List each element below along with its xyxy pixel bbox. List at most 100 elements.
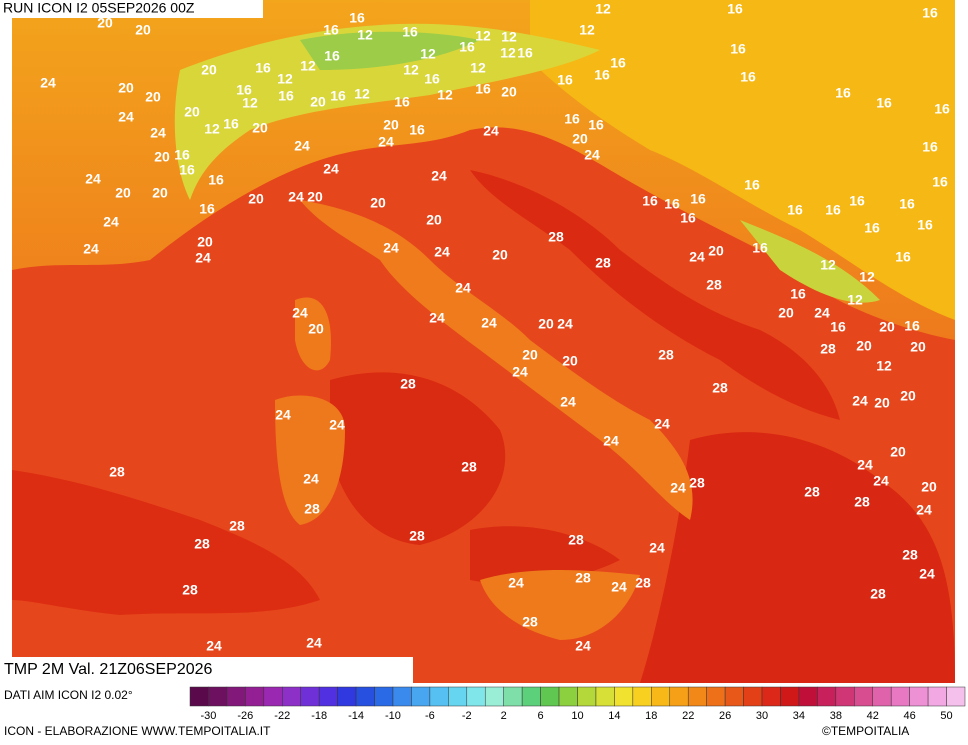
contour-label: 20 bbox=[118, 80, 134, 96]
contour-label: 12 bbox=[579, 22, 595, 38]
colorbar-swatch bbox=[318, 686, 338, 707]
colorbar-tick-label: 42 bbox=[867, 710, 879, 722]
contour-label: 24 bbox=[603, 433, 619, 449]
contour-label: 16 bbox=[904, 318, 920, 334]
contour-label: 20 bbox=[900, 388, 916, 404]
contour-label: 20 bbox=[890, 444, 906, 460]
colorbar-swatch bbox=[798, 686, 818, 707]
contour-label: 24 bbox=[303, 471, 319, 487]
contour-label: 24 bbox=[483, 123, 499, 139]
colorbar-tick-label: 26 bbox=[719, 710, 731, 722]
contour-label: 24 bbox=[306, 635, 322, 651]
contour-label: 16 bbox=[349, 10, 365, 26]
contour-label: 24 bbox=[323, 161, 339, 177]
contour-label: 24 bbox=[611, 579, 627, 595]
colorbar-swatch bbox=[761, 686, 781, 707]
colorbar-tick-label: -14 bbox=[348, 710, 364, 722]
contour-label: 12 bbox=[242, 95, 258, 111]
contour-label: 20 bbox=[135, 22, 151, 38]
contour-label: 20 bbox=[152, 185, 168, 201]
contour-label: 28 bbox=[229, 518, 245, 534]
contour-label: 20 bbox=[383, 117, 399, 133]
contour-label: 24 bbox=[873, 473, 889, 489]
colorbar-tick-label: 46 bbox=[904, 710, 916, 722]
colorbar-swatch bbox=[337, 686, 357, 707]
contour-label: 16 bbox=[588, 117, 604, 133]
colorbar-swatch bbox=[614, 686, 634, 707]
contour-label: 20 bbox=[252, 120, 268, 136]
contour-label: 16 bbox=[744, 177, 760, 193]
colorbar-swatch bbox=[466, 686, 486, 707]
colorbar-tick-label: -22 bbox=[274, 710, 290, 722]
contour-label: 20 bbox=[201, 62, 217, 78]
colorbar-swatch bbox=[540, 686, 560, 707]
contour-label: 24 bbox=[919, 566, 935, 582]
colorbar-swatch bbox=[411, 686, 431, 707]
contour-label: 12 bbox=[277, 71, 293, 87]
contour-label: 20 bbox=[426, 212, 442, 228]
contour-label: 16 bbox=[517, 45, 533, 61]
colorbar-swatch bbox=[503, 686, 523, 707]
contour-label: 16 bbox=[278, 88, 294, 104]
contour-label: 16 bbox=[199, 201, 215, 217]
contour-label: 16 bbox=[255, 60, 271, 76]
contour-label: 20 bbox=[197, 234, 213, 250]
contour-label: 24 bbox=[85, 171, 101, 187]
contour-label: 12 bbox=[595, 1, 611, 17]
colorbar-swatch bbox=[909, 686, 929, 707]
contour-label: 24 bbox=[575, 638, 591, 654]
contour-label: 24 bbox=[814, 305, 830, 321]
contour-label: 24 bbox=[916, 502, 932, 518]
contour-label: 16 bbox=[402, 24, 418, 40]
contour-label: 16 bbox=[690, 191, 706, 207]
contour-label: 16 bbox=[475, 81, 491, 97]
colorbar-swatch bbox=[577, 686, 597, 707]
colorbar-tick-label: 6 bbox=[538, 710, 544, 722]
contour-label: 20 bbox=[184, 104, 200, 120]
contour-label: 20 bbox=[154, 149, 170, 165]
contour-label: 16 bbox=[899, 196, 915, 212]
run-label: RUN ICON I2 05SEP2026 00Z bbox=[3, 0, 195, 16]
colorbar-swatch bbox=[946, 686, 966, 707]
contour-label: 28 bbox=[575, 570, 591, 586]
contour-label: 12 bbox=[437, 87, 453, 103]
colorbar: -30 -26 -22 -18 -14 -10 -6 -2 2 6 10 14 18 22 26 30 34 38… bbox=[189, 686, 966, 722]
colorbar-tick-label: 34 bbox=[793, 710, 805, 722]
contour-label: 28 bbox=[409, 528, 425, 544]
contour-label: 16 bbox=[864, 220, 880, 236]
colorbar-swatch bbox=[651, 686, 671, 707]
contour-label: 16 bbox=[208, 172, 224, 188]
contour-label: 16 bbox=[727, 1, 743, 17]
colorbar-swatch bbox=[300, 686, 320, 707]
contour-label: 24 bbox=[195, 250, 211, 266]
colorbar-swatch bbox=[890, 686, 910, 707]
contour-label: 16 bbox=[787, 202, 803, 218]
contour-label: 28 bbox=[870, 586, 886, 602]
contour-label: 20 bbox=[307, 189, 323, 205]
contour-label: 12 bbox=[859, 269, 875, 285]
colorbar-swatch bbox=[374, 686, 394, 707]
contour-label: 24 bbox=[654, 416, 670, 432]
contour-label: 16 bbox=[934, 101, 950, 117]
colorbar-swatch bbox=[226, 686, 246, 707]
colorbar-swatch bbox=[872, 686, 892, 707]
contour-label: 12 bbox=[500, 45, 516, 61]
contour-label: 28 bbox=[804, 484, 820, 500]
contour-label: 24 bbox=[275, 407, 291, 423]
contour-label: 24 bbox=[508, 575, 524, 591]
contour-label: 24 bbox=[557, 316, 573, 332]
colorbar-tick-label: -6 bbox=[425, 710, 435, 722]
contour-label: 24 bbox=[83, 241, 99, 257]
contour-label: 28 bbox=[902, 547, 918, 563]
colorbar-tick-label: 14 bbox=[608, 710, 620, 722]
contour-label: 16 bbox=[876, 95, 892, 111]
contour-label: 20 bbox=[562, 353, 578, 369]
colorbar-swatch bbox=[743, 686, 763, 707]
contour-label: 16 bbox=[730, 41, 746, 57]
footer-left: ICON - ELABORAZIONE WWW.TEMPOITALIA.IT bbox=[4, 724, 271, 738]
contour-label: 24 bbox=[689, 249, 705, 265]
colorbar-swatch bbox=[669, 686, 689, 707]
contour-label: 24 bbox=[857, 457, 873, 473]
contour-label: 24 bbox=[378, 134, 394, 150]
